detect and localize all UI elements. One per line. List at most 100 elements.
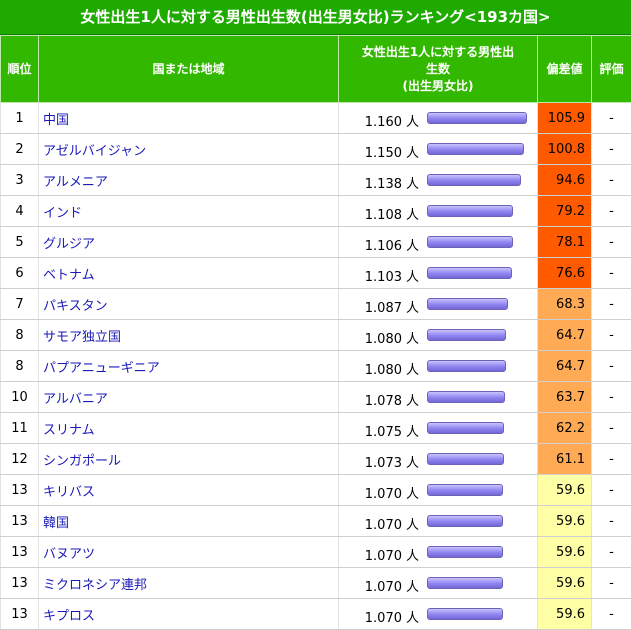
evaluation-cell: - [592, 599, 631, 630]
value-number: 1.070 [365, 518, 402, 533]
rank-cell: 3 [1, 165, 39, 196]
rank-cell: 6 [1, 258, 39, 289]
evaluation-cell: - [592, 351, 631, 382]
country-link[interactable]: インド [43, 206, 82, 221]
value-unit: 人 [406, 518, 419, 533]
value-text: 1.080 人 [339, 328, 419, 347]
value-number: 1.070 [365, 487, 402, 502]
value-bar [427, 360, 506, 372]
value-bar-track [427, 143, 524, 155]
evaluation-cell: - [592, 568, 631, 599]
country-cell: グルジア [39, 227, 339, 258]
country-link[interactable]: シンガポール [43, 454, 121, 469]
country-cell: アルメニア [39, 165, 339, 196]
value-bar-track [427, 422, 504, 434]
country-link[interactable]: アゼルバイジャン [43, 144, 146, 159]
country-link[interactable]: キプロス [43, 609, 95, 624]
value-unit: 人 [406, 177, 419, 192]
country-cell: パキスタン [39, 289, 339, 320]
value-bar [427, 422, 504, 434]
evaluation-cell: - [592, 258, 631, 289]
evaluation-cell: - [592, 289, 631, 320]
deviation-cell: 64.7 [538, 320, 592, 351]
value-unit: 人 [406, 394, 419, 409]
value-bar [427, 143, 524, 155]
country-link[interactable]: グルジア [43, 237, 95, 252]
country-link[interactable]: ベトナム [43, 268, 95, 283]
value-bar [427, 112, 527, 124]
value-unit: 人 [406, 611, 419, 626]
value-number: 1.070 [365, 611, 402, 626]
value-number: 1.073 [365, 456, 402, 471]
header-rank[interactable]: 順位 [1, 36, 39, 103]
value-cell: 1.080 人 [339, 320, 538, 351]
value-bar-track [427, 515, 503, 527]
value-unit: 人 [406, 363, 419, 378]
country-cell: キリバス [39, 475, 339, 506]
country-cell: パプアニューギニア [39, 351, 339, 382]
evaluation-cell: - [592, 196, 631, 227]
header-evaluation[interactable]: 評価 [592, 36, 631, 103]
country-link[interactable]: 韓国 [43, 516, 69, 531]
country-link[interactable]: 中国 [43, 113, 69, 128]
value-bar-track [427, 608, 503, 620]
rank-cell: 10 [1, 382, 39, 413]
deviation-cell: 62.2 [538, 413, 592, 444]
country-cell: ミクロネシア連邦 [39, 568, 339, 599]
value-number: 1.070 [365, 549, 402, 564]
value-bar [427, 298, 508, 310]
header-deviation[interactable]: 偏差値 [538, 36, 592, 103]
value-bar [427, 267, 512, 279]
evaluation-cell: - [592, 134, 631, 165]
value-bar-track [427, 205, 513, 217]
value-number: 1.108 [365, 208, 402, 223]
value-bar [427, 577, 503, 589]
header-value-line2: 生数 [341, 61, 535, 78]
country-link[interactable]: サモア独立国 [43, 330, 121, 345]
value-bar-track [427, 577, 503, 589]
country-link[interactable]: アルバニア [43, 392, 108, 407]
table-header-row: 順位 国または地域 女性出生1人に対する男性出 生数 (出生男女比) 偏差値 評… [1, 36, 631, 103]
value-bar-track [427, 174, 521, 186]
value-bar-track [427, 112, 527, 124]
value-bar-track [427, 298, 508, 310]
rank-cell: 11 [1, 413, 39, 444]
value-unit: 人 [406, 332, 419, 347]
evaluation-cell: - [592, 165, 631, 196]
value-number: 1.080 [365, 332, 402, 347]
country-link[interactable]: スリナム [43, 423, 95, 438]
country-link[interactable]: パプアニューギニア [43, 361, 160, 376]
value-number: 1.150 [365, 146, 402, 161]
country-link[interactable]: バヌアツ [43, 547, 95, 562]
rank-cell: 1 [1, 103, 39, 134]
header-country[interactable]: 国または地域 [39, 36, 339, 103]
country-link[interactable]: キリバス [43, 485, 95, 500]
country-link[interactable]: ミクロネシア連邦 [43, 578, 147, 593]
country-link[interactable]: パキスタン [43, 299, 108, 314]
evaluation-cell: - [592, 537, 631, 568]
rank-cell: 13 [1, 568, 39, 599]
country-link[interactable]: アルメニア [43, 175, 108, 190]
header-value[interactable]: 女性出生1人に対する男性出 生数 (出生男女比) [339, 36, 538, 103]
value-bar [427, 515, 503, 527]
value-bar-track [427, 329, 506, 341]
value-unit: 人 [406, 425, 419, 440]
